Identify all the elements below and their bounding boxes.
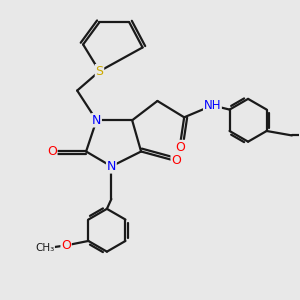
Text: O: O [47,145,57,158]
Text: O: O [171,154,181,167]
Text: O: O [175,140,185,154]
Text: CH₃: CH₃ [35,243,54,254]
Text: S: S [95,65,104,78]
Text: N: N [92,114,101,127]
Text: O: O [61,239,71,252]
Text: NH: NH [204,99,221,112]
Text: N: N [107,160,116,173]
